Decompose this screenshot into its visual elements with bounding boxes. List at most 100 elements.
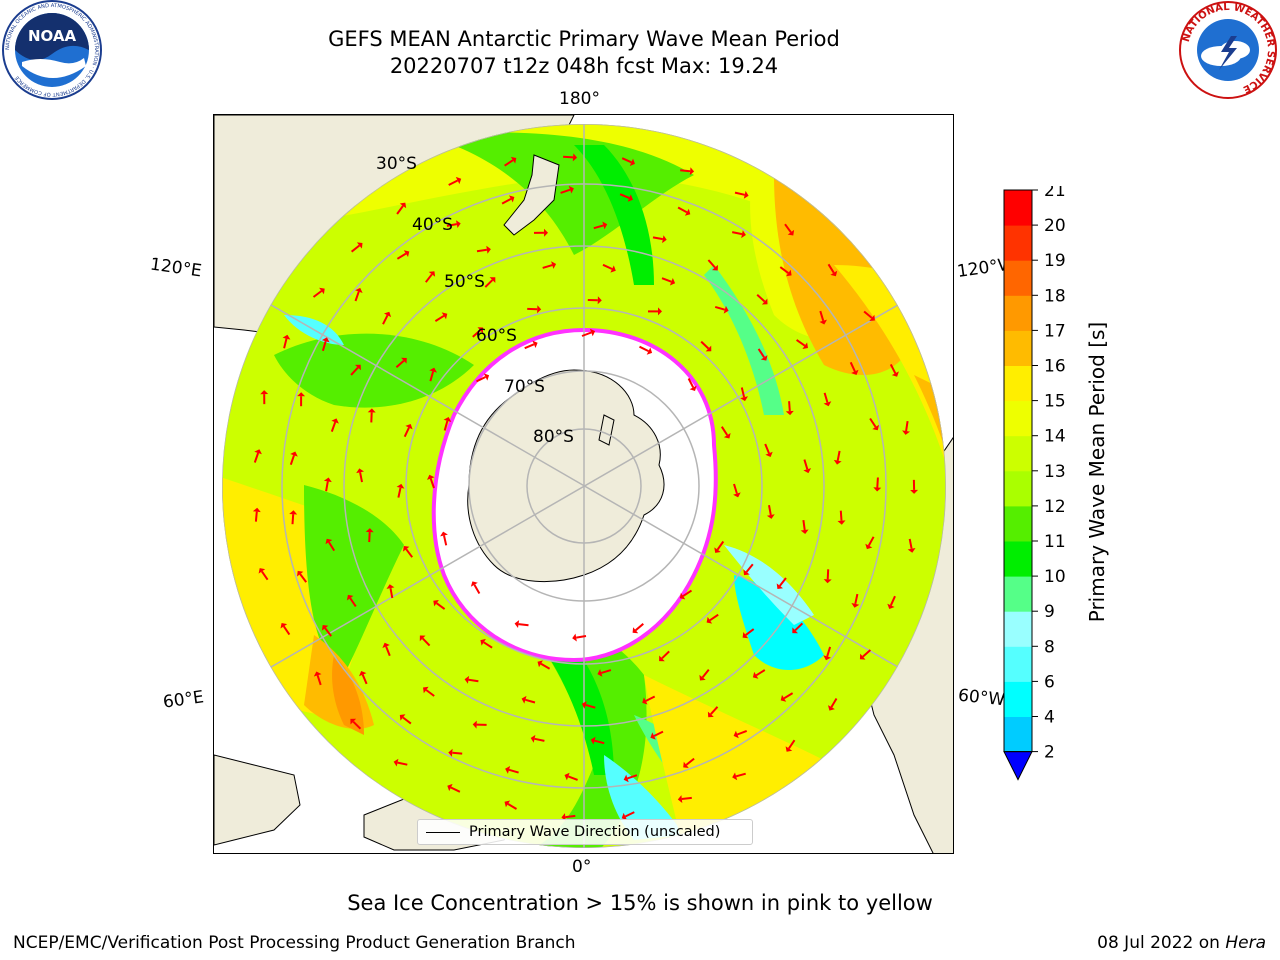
colorbar-swatch (1004, 611, 1032, 647)
wave-arrow-head (891, 371, 899, 377)
wave-arrow-head (714, 547, 721, 553)
wave-arrow (452, 751, 463, 755)
wave-arrow (755, 669, 766, 677)
colorbar-tick-label: 8 (1044, 637, 1055, 657)
colorbar-tick-label: 10 (1044, 567, 1066, 587)
wave-arrow (756, 294, 766, 303)
wave-arrow-head (537, 305, 542, 314)
wave-arrow (908, 538, 913, 549)
wave-arrow (869, 417, 877, 428)
wave-arrow-head (765, 451, 773, 457)
wave-arrow (448, 179, 459, 186)
wave-arrow (508, 768, 519, 774)
wave-arrow (349, 597, 357, 607)
wave-arrow-head (752, 671, 759, 679)
wave-arrow (734, 191, 745, 196)
wave-arrow (429, 478, 435, 489)
noaa-logo: NATIONAL OCEANIC AND ATMOSPHERIC ADMINIS… (2, 0, 102, 100)
wave-arrow (299, 573, 307, 583)
colorbar-swatch (1004, 260, 1032, 296)
wave-arrow (472, 329, 481, 338)
wave-arrow-head (346, 594, 354, 601)
wave-arrow-head (597, 296, 602, 305)
wave-arrow-head (658, 307, 662, 316)
wave-arrow (385, 646, 391, 657)
wave-arrow (359, 472, 363, 483)
wave-arrow (565, 814, 576, 819)
wave-arrow-head (621, 812, 628, 821)
wave-arrow (253, 452, 260, 463)
wave-arrow-head (743, 569, 750, 576)
wave-arrow (524, 343, 535, 350)
colorbar-swatch (1004, 576, 1032, 612)
wave-arrow (826, 569, 830, 580)
wave-arrow (504, 159, 514, 167)
wave-arrow (403, 427, 410, 438)
wave-arrow-head (423, 686, 429, 694)
wave-arrow-head (477, 327, 484, 334)
wave-arrow-head (313, 671, 322, 677)
wave-arrow (826, 646, 832, 657)
colorbar-swatch (1004, 435, 1032, 472)
wave-arrow (716, 540, 725, 551)
wave-arrow-head (564, 772, 570, 781)
wave-arrow-head (572, 153, 578, 162)
wave-arrow-head (873, 487, 882, 492)
wave-arrow (745, 628, 755, 636)
wave-arrow-head (589, 328, 596, 337)
wave-arrow (876, 477, 879, 488)
wave-arrow-head (365, 528, 374, 533)
nws-logo: NATIONAL WEATHER SERVICE (1179, 1, 1277, 99)
wave-arrow (819, 310, 825, 321)
wave-arrow (661, 650, 670, 660)
colorbar-tick-label: 14 (1044, 427, 1066, 447)
wave-arrow (397, 761, 408, 766)
wave-arrow (429, 371, 435, 382)
wave-arrow (576, 635, 587, 639)
wave-arrow (839, 510, 843, 521)
wave-arrow (324, 627, 332, 637)
colorbar-tick-label: 13 (1044, 462, 1066, 482)
wave-arrow-head (505, 766, 511, 774)
map-title-line-2: 20220707 t12z 048h fcst Max: 19.24 (389, 54, 779, 78)
wave-arrow (328, 541, 336, 552)
wave-arrow (593, 224, 604, 230)
wave-arrow-head (819, 319, 827, 325)
colorbar-swatch (1004, 330, 1032, 366)
wave-arrow-head (258, 568, 266, 574)
wave-arrow-head (323, 477, 332, 483)
wave-arrow-head (396, 483, 405, 489)
map-canvas: 30°S 40°S 50°S 60°S 70°S 80°S (214, 115, 953, 853)
wave-arrow-head (544, 228, 548, 237)
wave-arrow (836, 450, 841, 461)
wave-arrow (714, 305, 726, 311)
wave-arrow-head (427, 474, 435, 480)
wave-arrow (827, 263, 835, 274)
wave-arrow-head (384, 311, 392, 318)
land-africa (214, 754, 301, 846)
wave-arrow-head (669, 278, 676, 286)
wave-arrow (396, 205, 404, 215)
wave-arrow-head (869, 314, 875, 321)
wave-arrow (542, 264, 553, 269)
colorbar-swatch (1004, 505, 1032, 542)
wave-arrow (685, 757, 695, 766)
wave-arrow-head (472, 720, 477, 729)
wave-arrow (740, 387, 746, 398)
wave-arrow-head (489, 277, 496, 283)
footer-date-text: 08 Jul 2022 on (1097, 933, 1226, 953)
wave-arrow (733, 483, 738, 494)
colorbar-tick-label: 17 (1044, 321, 1066, 341)
wave-arrow (405, 548, 413, 558)
colorbar-swatch (1004, 190, 1032, 226)
wave-arrow (700, 340, 710, 350)
wave-arrow (396, 252, 407, 260)
wave-arrow (283, 338, 288, 349)
footer-machine: Hera (1225, 933, 1266, 953)
wave-arrow-head (350, 718, 357, 725)
wave-arrow (889, 363, 897, 374)
wave-arrow-head (732, 772, 738, 781)
lat-label-30s: 30°S (376, 154, 417, 174)
wave-arrow-head (699, 674, 706, 681)
lon-label-0: 0° (572, 857, 592, 877)
